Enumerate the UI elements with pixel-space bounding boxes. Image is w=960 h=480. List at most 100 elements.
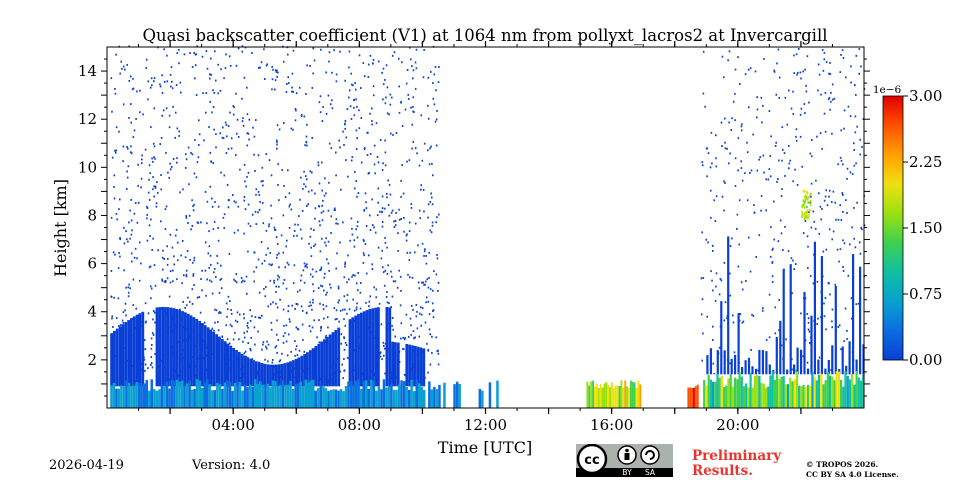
cloud-cell (597, 388, 600, 408)
noise-cell (160, 220, 162, 223)
preliminary-notice: Preliminary Results. (692, 449, 781, 479)
noise-cell (750, 349, 752, 351)
aerosol-column (306, 352, 309, 387)
noise-cell (784, 225, 786, 228)
noise-cell (701, 231, 703, 234)
boundary-layer-cell (455, 381, 459, 408)
noise-cell (128, 283, 130, 286)
noise-cell (412, 141, 415, 143)
noise-cell (343, 276, 346, 279)
noise-cell (178, 135, 180, 137)
noise-cell (127, 240, 129, 243)
noise-cell (189, 258, 191, 261)
noise-cell (362, 238, 365, 241)
noise-cell (217, 227, 219, 229)
boundary-layer-cell (251, 386, 254, 408)
noise-cell (763, 171, 765, 174)
noise-cell (840, 348, 842, 351)
noise-cell (210, 160, 212, 163)
noise-cell (119, 255, 121, 258)
noise-cell (195, 94, 198, 96)
noise-cell (780, 195, 783, 198)
noise-cell (243, 352, 246, 355)
noise-cell (153, 145, 156, 148)
noise-cell (382, 67, 385, 70)
noise-cell (748, 236, 750, 239)
noise-cell (268, 223, 270, 226)
noise-cell (342, 221, 344, 224)
noise-cell (362, 262, 365, 264)
noise-cell (417, 244, 419, 247)
noise-cell (343, 369, 346, 372)
aerosol-column (280, 363, 284, 387)
noise-cell (180, 91, 182, 94)
noise-cell (712, 244, 714, 247)
noise-cell (412, 69, 415, 72)
noise-cell (384, 372, 386, 375)
noise-cell (377, 161, 380, 164)
noise-cell (306, 266, 308, 269)
noise-cell (334, 318, 337, 321)
noise-cell (353, 114, 356, 117)
boundary-layer-cell (453, 384, 456, 408)
noise-cell (266, 63, 269, 66)
aerosol-column (775, 337, 778, 375)
noise-cell (325, 112, 328, 115)
noise-cell (238, 338, 240, 341)
noise-cell (340, 342, 343, 345)
cloud-cell (798, 385, 801, 408)
aerosol-column (331, 332, 335, 387)
noise-cell (235, 273, 238, 275)
noise-cell (224, 121, 227, 124)
noise-cell (415, 48, 418, 51)
noise-cell (733, 351, 736, 354)
noise-cell (392, 280, 395, 283)
noise-cell (365, 301, 367, 304)
noise-cell (211, 111, 213, 114)
noise-cell (294, 223, 296, 226)
noise-cell (319, 302, 321, 305)
noise-cell (828, 228, 831, 231)
noise-cell (372, 58, 375, 61)
noise-cell (175, 228, 178, 231)
noise-cell (712, 339, 714, 341)
noise-cell (762, 307, 764, 310)
noise-cell (223, 174, 226, 177)
noise-cell (330, 232, 332, 234)
aerosol-column (303, 354, 306, 387)
noise-cell (123, 269, 125, 272)
cloud-cell (740, 376, 743, 408)
noise-cell (351, 156, 354, 158)
noise-cell (392, 134, 394, 136)
cloud-cell (609, 387, 611, 408)
noise-cell (230, 312, 233, 315)
noise-cell (196, 161, 199, 164)
noise-cell (710, 131, 713, 134)
aerosol-column (130, 318, 133, 387)
aerosol-column (158, 307, 162, 387)
noise-cell (818, 192, 820, 195)
boundary-layer-cell (264, 384, 267, 408)
noise-cell (127, 165, 130, 168)
noise-cell (222, 216, 225, 219)
noise-cell (154, 311, 156, 314)
noise-cell (225, 152, 228, 154)
noise-cell (788, 162, 791, 165)
noise-cell (388, 302, 390, 305)
noise-cell (192, 273, 195, 275)
noise-cell (777, 48, 780, 51)
noise-cell (118, 130, 120, 133)
noise-cell (258, 291, 261, 294)
noise-cell (174, 234, 177, 237)
noise-cell (721, 195, 724, 198)
noise-cell (254, 316, 257, 318)
noise-cell (123, 242, 126, 245)
noise-cell (145, 58, 148, 61)
noise-cell (226, 184, 229, 186)
noise-cell (831, 98, 834, 101)
noise-cell (219, 132, 221, 135)
noise-cell (386, 301, 389, 304)
noise-cell (220, 171, 222, 174)
noise-cell (151, 366, 154, 369)
boundary-layer-cell (266, 383, 270, 408)
